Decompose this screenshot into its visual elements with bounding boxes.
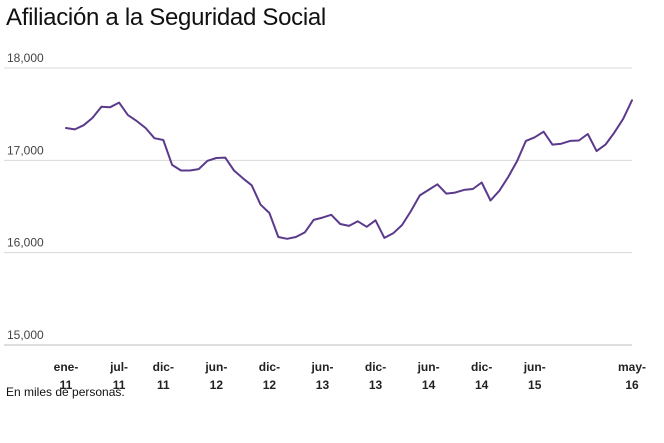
- x-tick-label: dic-13: [365, 360, 386, 392]
- x-tick-label: dic-11: [153, 360, 174, 392]
- y-axis-tick-labels: 15,000 16,000 17,000 18,000: [7, 51, 44, 342]
- x-tick-label: jun-15: [523, 360, 546, 392]
- x-tick-label: may-16: [618, 360, 646, 392]
- series-line-0: [65, 99, 633, 240]
- x-tick-label: dic-14: [471, 360, 492, 392]
- x-tick-label: dic-12: [259, 360, 280, 392]
- y-tick-label: 18,000: [7, 51, 44, 65]
- x-axis-tick-labels: ene-11 jul-11 dic-11 jun-12 dic-12 jun-13 dic-…: [54, 360, 646, 392]
- chart-title: Afiliación a la Seguridad Social: [6, 4, 326, 31]
- x-tick-label: jun-13: [310, 360, 333, 392]
- gridlines: [4, 67, 632, 346]
- x-tick-label: jun-14: [417, 360, 440, 392]
- chart-note: En miles de personas.: [6, 385, 125, 399]
- y-tick-label: 17,000: [7, 143, 44, 157]
- y-tick-label: 15,000: [7, 328, 44, 342]
- x-tick-label: jul-11: [109, 360, 128, 392]
- series-layer: [65, 99, 633, 240]
- y-tick-label: 16,000: [7, 236, 44, 250]
- x-tick-label: jun-12: [204, 360, 227, 392]
- x-tick-label: ene-11: [54, 360, 79, 392]
